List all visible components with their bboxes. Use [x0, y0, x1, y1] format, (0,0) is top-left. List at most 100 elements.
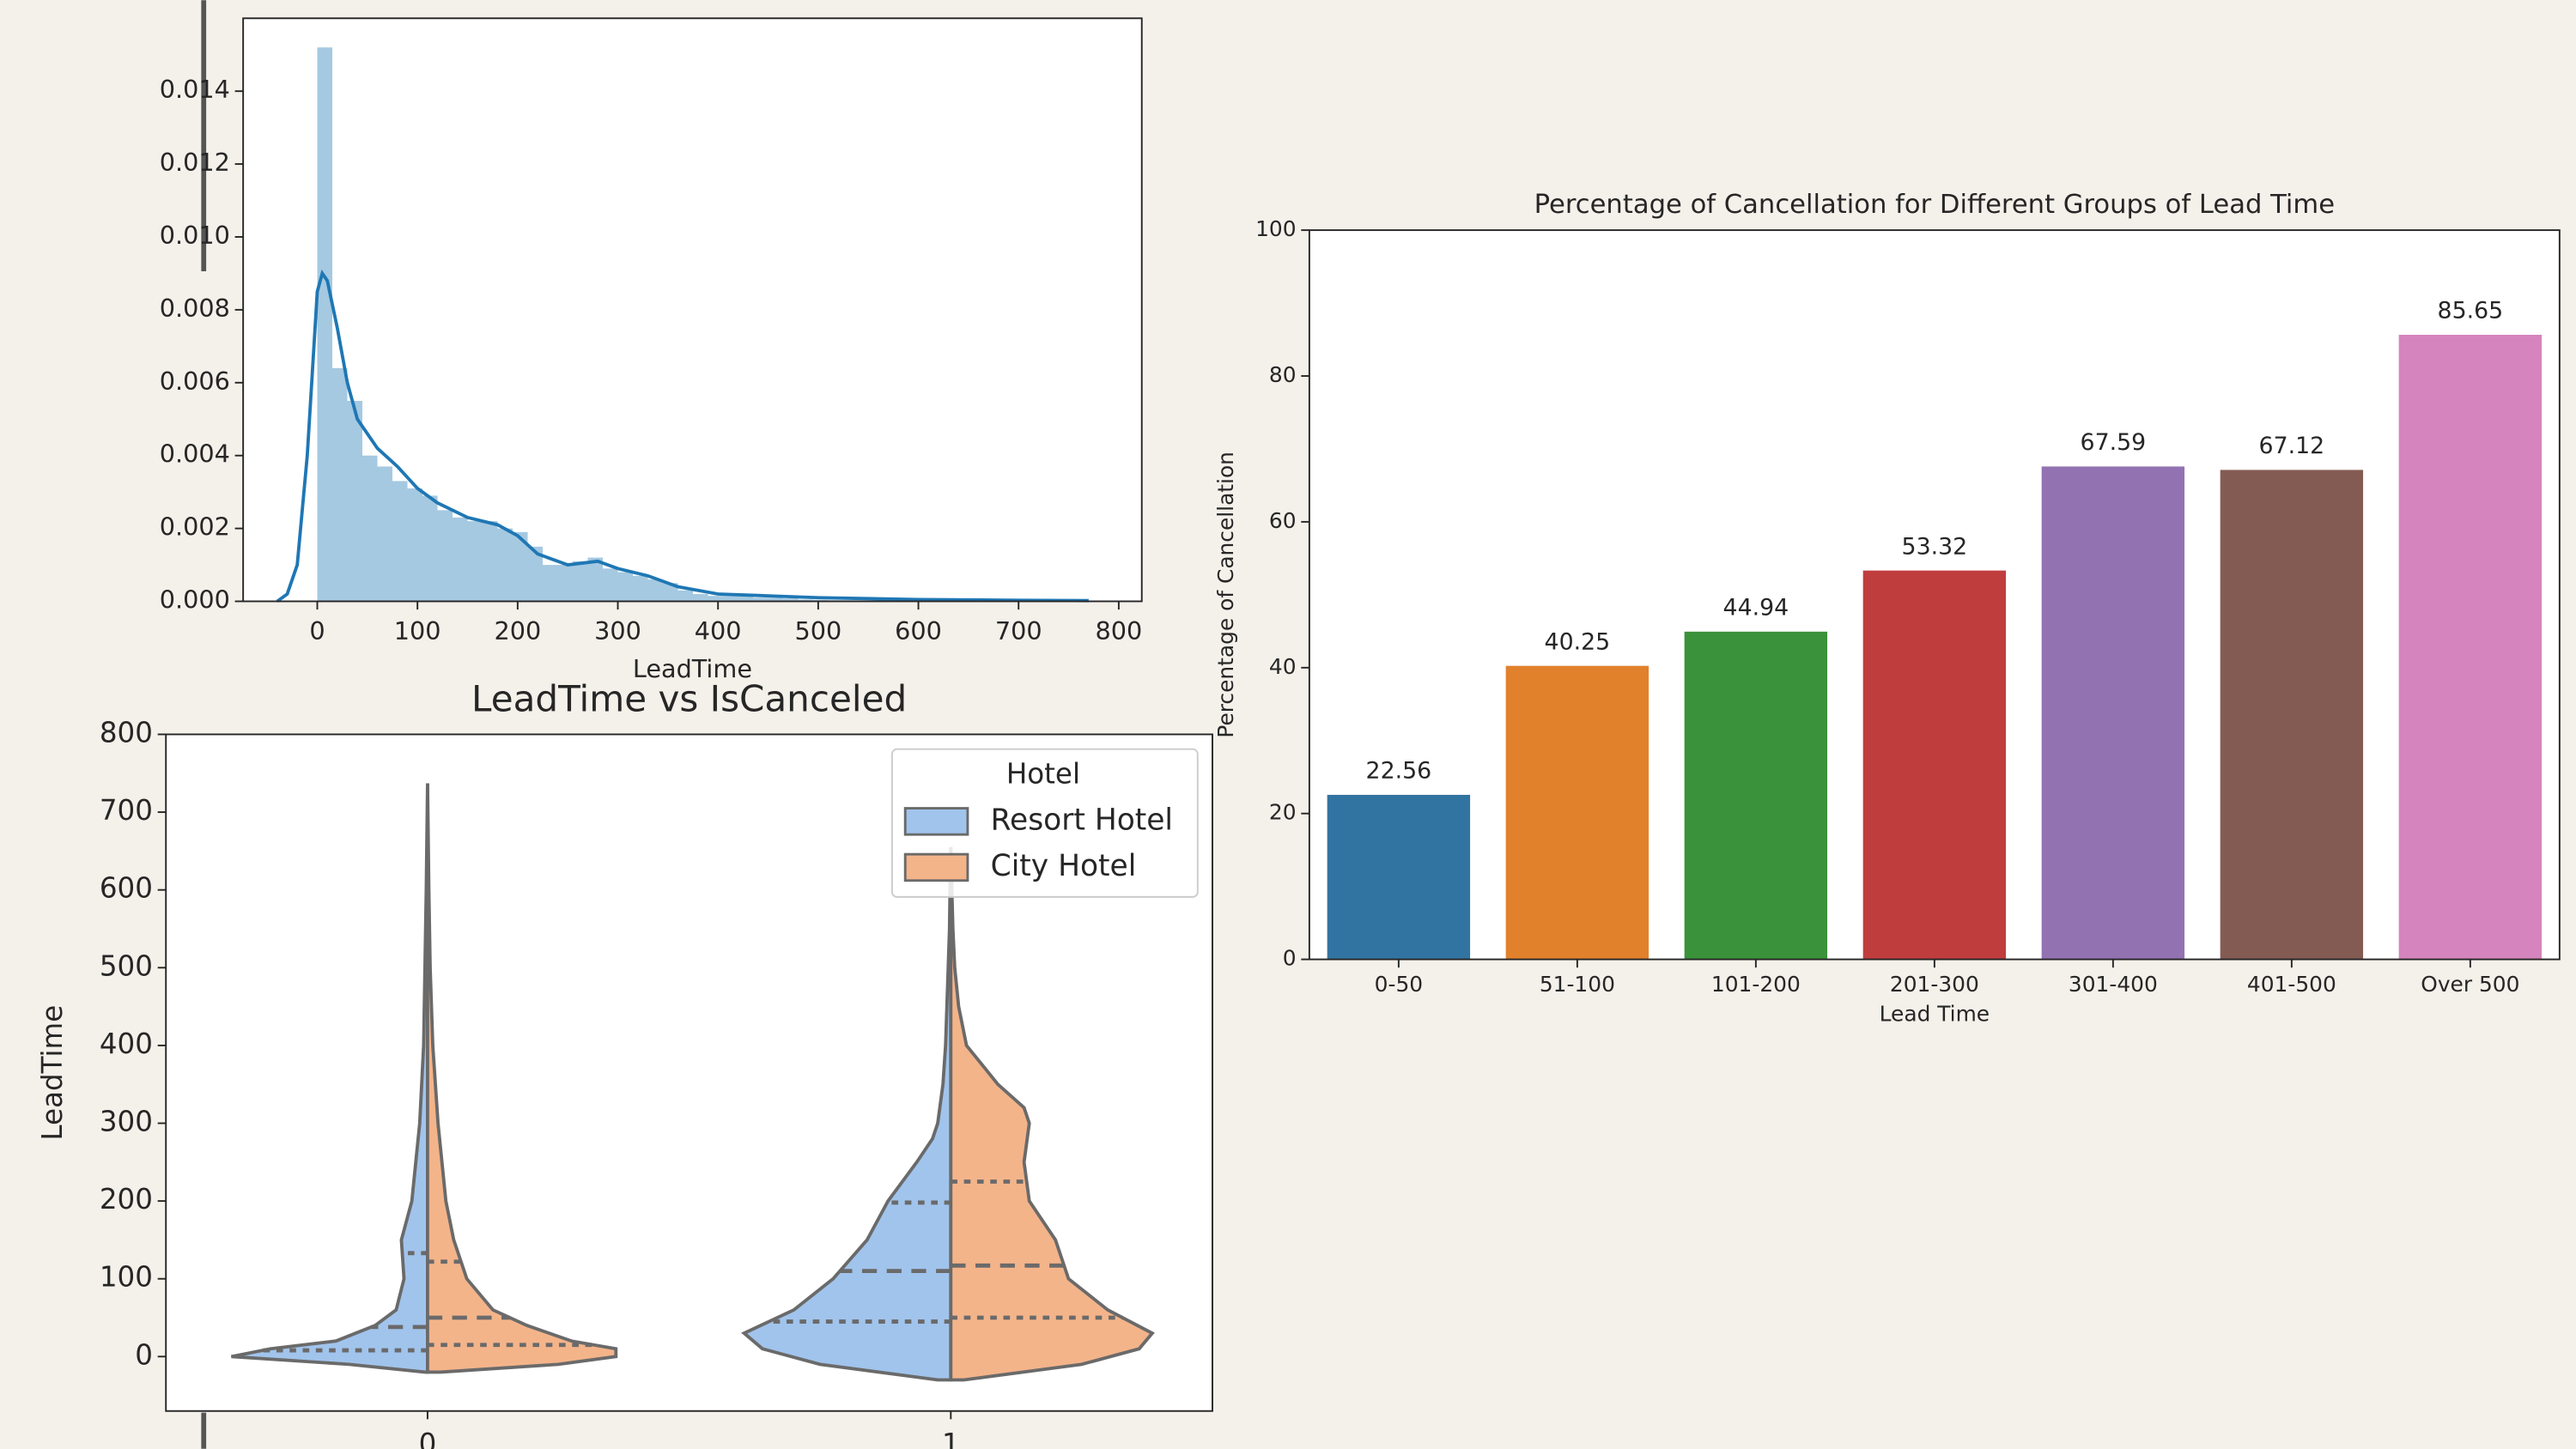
y-tick-label: 0.006 [160, 367, 230, 396]
bar [2398, 335, 2543, 960]
histogram-bar [377, 466, 393, 602]
value-label: 40.25 [1545, 628, 1611, 655]
histogram-bar [663, 583, 678, 602]
histogram-bar [768, 597, 784, 602]
y-tick-label: 700 [100, 794, 153, 827]
histogram-bar [587, 557, 604, 602]
histogram-bar [693, 594, 708, 602]
x-axis-label: Lead Time [1880, 1002, 1990, 1027]
bar [1327, 794, 1471, 960]
histogram-bar [497, 528, 513, 602]
y-tick-label: 800 [100, 716, 153, 749]
y-tick-label: 0.002 [160, 512, 230, 542]
x-tick-label: 800 [1096, 616, 1143, 646]
x-tick-label: 100 [394, 616, 441, 646]
histogram-bar [513, 531, 528, 602]
histogram-bar [422, 495, 438, 602]
x-tick-label: 201-300 [1890, 972, 1979, 997]
y-tick-label: 0.010 [160, 221, 230, 250]
y-tick-label: 200 [100, 1183, 153, 1216]
y-axis-label: Percentage of Cancellation [1213, 452, 1238, 738]
value-label: 67.12 [2259, 433, 2325, 459]
x-tick-label: 101-200 [1711, 972, 1801, 997]
y-tick-label: 20 [1269, 800, 1297, 825]
x-axis-label: LeadTime [633, 654, 752, 683]
x-tick-label: 1 [942, 1428, 960, 1449]
x-tick-label: 500 [794, 616, 841, 646]
histogram-bar [407, 488, 423, 602]
plot-frame [1308, 229, 2561, 961]
plot-area [243, 18, 1142, 602]
y-tick-label: 300 [100, 1106, 153, 1138]
histogram-bar [543, 565, 558, 602]
x-tick-label: 0 [309, 616, 325, 646]
value-label: 67.59 [2081, 429, 2147, 456]
chart-title: Percentage of Cancellation for Different… [1534, 190, 2335, 220]
y-tick-label: 0.008 [160, 294, 230, 323]
bar [1684, 631, 1828, 960]
histogram-bar [633, 575, 648, 602]
histogram-bar [362, 455, 378, 602]
histogram-bar [527, 546, 544, 602]
y-tick-label: 40 [1269, 654, 1297, 679]
y-tick-label: 0.004 [160, 440, 230, 469]
y-tick-label: 60 [1269, 508, 1297, 533]
x-tick-label: Over 500 [2421, 972, 2519, 997]
histogram-bar [392, 481, 408, 602]
violin-half [949, 846, 1155, 1382]
y-tick-label: 0 [135, 1338, 153, 1371]
bar [2041, 466, 2185, 960]
histogram-bar [467, 521, 483, 602]
y-tick-label: 0.012 [160, 148, 230, 177]
y-tick-label: 0.000 [160, 585, 230, 615]
histogram-bar [708, 596, 724, 602]
y-tick-label: 100 [100, 1261, 153, 1294]
x-tick-label: 200 [494, 616, 541, 646]
x-tick-label: 600 [895, 616, 942, 646]
violin-half [231, 783, 429, 1374]
y-tick-label: 500 [100, 949, 153, 982]
y-tick-label: 0.014 [160, 75, 230, 104]
histogram-bar [437, 510, 453, 602]
bar [1862, 570, 2007, 960]
value-label: 85.65 [2438, 298, 2504, 324]
histogram-bar [317, 47, 333, 602]
x-tick-label: 700 [995, 616, 1042, 646]
histogram-bar [573, 561, 588, 602]
legend-swatch [903, 852, 969, 882]
legend-label: City Hotel [991, 849, 1137, 883]
violin-half [426, 783, 618, 1374]
kde-line [276, 269, 1089, 603]
bar [2220, 470, 2364, 960]
x-tick-label: 401-500 [2247, 972, 2336, 997]
histogram-bar [557, 565, 574, 602]
plot-frame [165, 733, 1213, 1412]
histogram-bar [738, 596, 754, 602]
histogram-bar [603, 568, 618, 602]
y-tick-label: 100 [1255, 216, 1296, 241]
x-tick-label: 300 [594, 616, 641, 646]
x-tick-label: 0-50 [1375, 972, 1423, 997]
histogram-bar [347, 401, 363, 602]
x-tick-label: 0 [419, 1428, 437, 1449]
histogram-bar [332, 367, 348, 602]
legend-title: Hotel [1006, 757, 1080, 790]
chart-title: LeadTime vs IsCanceled [471, 678, 907, 720]
histogram-bar [723, 596, 738, 602]
histogram-bar [483, 521, 498, 602]
histogram-bar [783, 598, 799, 602]
histogram-bar [798, 599, 814, 602]
value-label: 44.94 [1723, 595, 1789, 621]
y-tick-label: 400 [100, 1028, 153, 1060]
histogram-bar [453, 517, 468, 602]
bar [1505, 665, 1649, 960]
x-tick-label: 400 [695, 616, 742, 646]
y-axis-label: LeadTime [36, 1005, 69, 1141]
y-tick-label: 600 [100, 872, 153, 905]
histogram-bar [753, 597, 769, 602]
x-tick-label: 51-100 [1540, 972, 1615, 997]
x-tick-label: 301-400 [2069, 972, 2158, 997]
y-tick-label: 80 [1269, 362, 1297, 387]
